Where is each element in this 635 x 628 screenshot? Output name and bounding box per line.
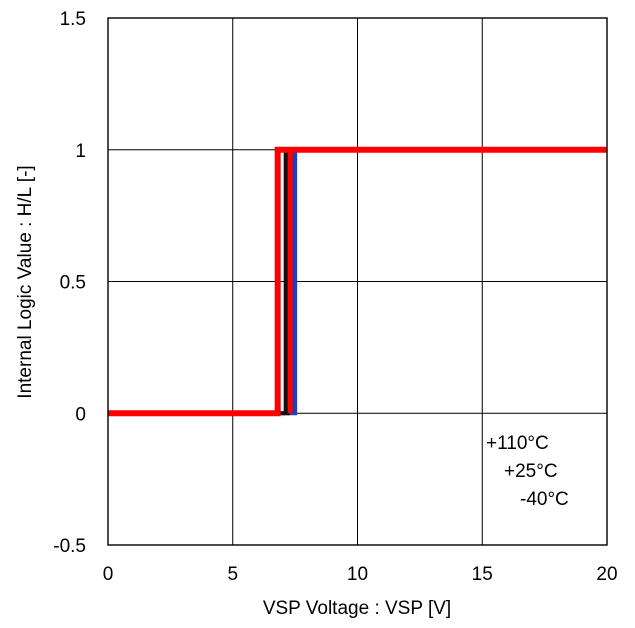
legend-entry-minus40c: -40°C [520, 489, 569, 510]
plot-frame [107, 17, 608, 546]
y-tick-label: 0.5 [60, 273, 86, 294]
y-tick-label: 1 [75, 141, 86, 162]
series-line [108, 146, 607, 417]
legend-entry-25c: +25°C [504, 461, 558, 482]
y-axis-title: Internal Logic Value : H/L [-] [15, 165, 36, 398]
x-tick-label: 0 [103, 564, 114, 585]
y-tick-label: 0 [75, 404, 86, 425]
y-tick-label: 1.5 [60, 9, 86, 30]
x-tick-label: 15 [472, 564, 493, 585]
x-tick-label: 10 [347, 564, 368, 585]
y-tick-labels: -0.5 0 0.5 1 1.5 [53, 9, 86, 557]
x-tick-labels: 0 5 10 15 20 [103, 564, 618, 585]
legend-entry-110c: +110°C [486, 433, 549, 454]
series-layer [108, 146, 607, 417]
x-axis-title: VSP Voltage : VSP [V] [263, 598, 451, 619]
x-tick-label: 20 [596, 564, 617, 585]
x-tick-label: 5 [227, 564, 238, 585]
y-tick-label: -0.5 [53, 536, 86, 557]
